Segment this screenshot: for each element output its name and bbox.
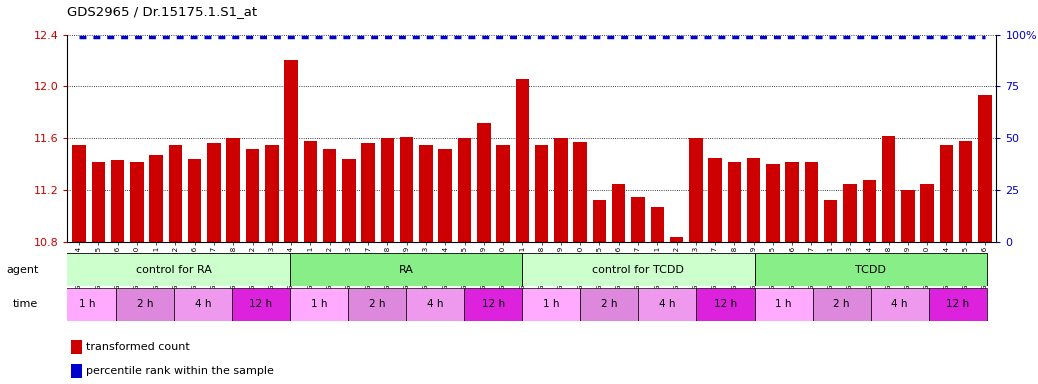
Text: transformed count: transformed count bbox=[86, 342, 190, 352]
Text: 2 h: 2 h bbox=[368, 299, 385, 310]
Text: 1 h: 1 h bbox=[775, 299, 792, 310]
Bar bbox=[522, 288, 580, 321]
Bar bbox=[535, 145, 548, 242]
Text: 1 h: 1 h bbox=[79, 299, 95, 310]
Text: time: time bbox=[13, 299, 38, 310]
Bar bbox=[708, 158, 721, 242]
Bar bbox=[978, 96, 991, 242]
Bar bbox=[464, 288, 522, 321]
Bar bbox=[921, 184, 934, 242]
Text: percentile rank within the sample: percentile rank within the sample bbox=[86, 366, 274, 376]
Bar bbox=[939, 145, 953, 242]
Bar bbox=[116, 288, 174, 321]
Bar bbox=[901, 190, 914, 242]
Bar bbox=[670, 237, 683, 242]
Bar bbox=[871, 288, 929, 321]
Bar bbox=[651, 207, 664, 242]
Bar bbox=[882, 136, 896, 242]
Bar bbox=[824, 200, 838, 242]
Bar bbox=[226, 138, 240, 242]
Bar bbox=[284, 61, 298, 242]
Bar bbox=[361, 144, 375, 242]
Bar bbox=[290, 288, 348, 321]
Bar bbox=[73, 145, 86, 242]
Text: 4 h: 4 h bbox=[892, 299, 908, 310]
Bar bbox=[58, 253, 290, 286]
Bar bbox=[477, 123, 491, 242]
Bar bbox=[522, 253, 755, 286]
Bar bbox=[265, 145, 278, 242]
Bar bbox=[458, 138, 471, 242]
Bar bbox=[149, 155, 163, 242]
Text: 12 h: 12 h bbox=[714, 299, 737, 310]
Bar bbox=[400, 137, 413, 242]
Bar bbox=[91, 162, 105, 242]
Bar bbox=[804, 162, 818, 242]
Bar bbox=[516, 79, 529, 242]
Bar bbox=[343, 159, 356, 242]
Bar bbox=[813, 288, 871, 321]
Bar bbox=[58, 288, 116, 321]
Bar bbox=[303, 141, 317, 242]
Text: 2 h: 2 h bbox=[834, 299, 850, 310]
Text: 4 h: 4 h bbox=[427, 299, 443, 310]
Text: 12 h: 12 h bbox=[249, 299, 273, 310]
Bar bbox=[438, 149, 452, 242]
Bar bbox=[638, 288, 696, 321]
Bar bbox=[728, 162, 741, 242]
Bar bbox=[766, 164, 780, 242]
Bar bbox=[959, 141, 973, 242]
Text: control for RA: control for RA bbox=[136, 265, 212, 275]
Bar bbox=[747, 158, 761, 242]
Bar bbox=[496, 145, 510, 242]
Text: 4 h: 4 h bbox=[659, 299, 676, 310]
Bar bbox=[755, 288, 813, 321]
Text: 12 h: 12 h bbox=[947, 299, 969, 310]
Text: 1 h: 1 h bbox=[543, 299, 559, 310]
Text: 12 h: 12 h bbox=[482, 299, 504, 310]
Bar bbox=[786, 162, 799, 242]
Bar bbox=[174, 288, 231, 321]
Text: 4 h: 4 h bbox=[195, 299, 211, 310]
Bar bbox=[348, 288, 406, 321]
Bar bbox=[755, 253, 987, 286]
Bar bbox=[631, 197, 645, 242]
Bar bbox=[689, 138, 703, 242]
Text: 1 h: 1 h bbox=[310, 299, 327, 310]
Text: 2 h: 2 h bbox=[601, 299, 618, 310]
Bar bbox=[111, 160, 125, 242]
Bar bbox=[843, 184, 856, 242]
Bar bbox=[130, 162, 143, 242]
Text: RA: RA bbox=[399, 265, 413, 275]
Bar bbox=[573, 142, 586, 242]
Bar bbox=[612, 184, 626, 242]
Bar bbox=[929, 288, 987, 321]
Bar bbox=[554, 138, 568, 242]
Text: TCDD: TCDD bbox=[855, 265, 886, 275]
Text: GDS2965 / Dr.15175.1.S1_at: GDS2965 / Dr.15175.1.S1_at bbox=[67, 5, 257, 18]
Bar bbox=[208, 144, 221, 242]
Bar bbox=[419, 145, 433, 242]
Text: control for TCDD: control for TCDD bbox=[593, 265, 684, 275]
Bar bbox=[168, 145, 182, 242]
Bar bbox=[863, 180, 876, 242]
Text: agent: agent bbox=[6, 265, 38, 275]
Bar bbox=[188, 159, 201, 242]
Bar bbox=[246, 149, 260, 242]
Bar bbox=[580, 288, 638, 321]
Bar bbox=[381, 138, 394, 242]
Bar bbox=[696, 288, 755, 321]
Text: 2 h: 2 h bbox=[137, 299, 154, 310]
Bar bbox=[323, 149, 336, 242]
Bar bbox=[406, 288, 464, 321]
Bar bbox=[593, 200, 606, 242]
Bar bbox=[71, 364, 82, 378]
Bar bbox=[290, 253, 522, 286]
Bar bbox=[71, 340, 82, 354]
Bar bbox=[231, 288, 290, 321]
